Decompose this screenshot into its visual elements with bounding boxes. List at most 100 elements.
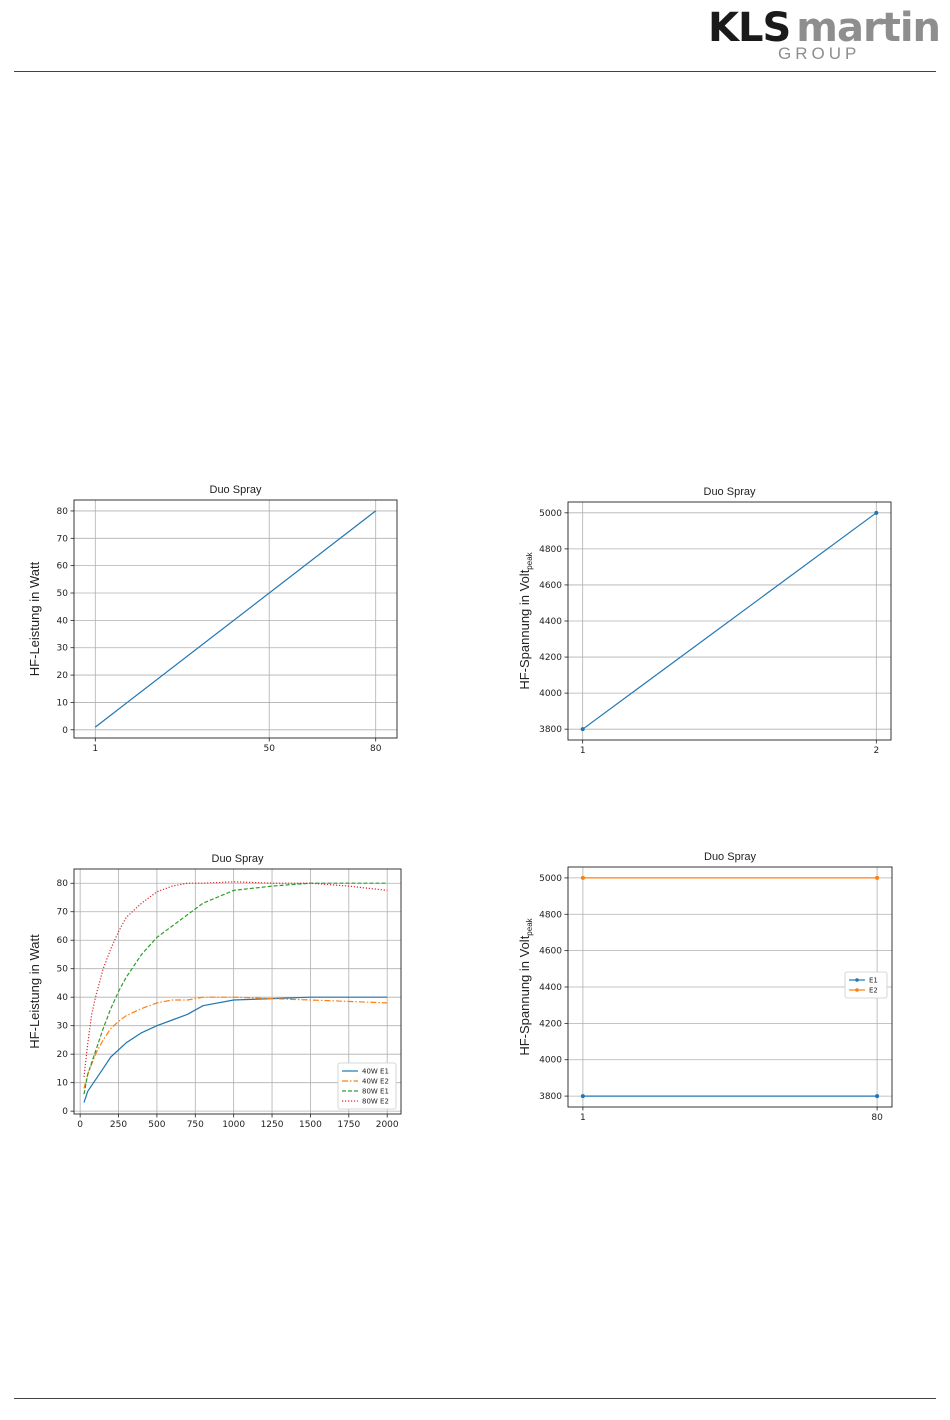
series-point — [580, 727, 585, 732]
company-logo: KLS martin GROUP — [708, 5, 941, 66]
y-tick-label: 4800 — [539, 545, 562, 555]
y-tick-label: 40 — [57, 616, 69, 626]
legend-label: E2 — [869, 987, 878, 995]
y-tick-label: 50 — [57, 965, 69, 975]
series-point — [875, 875, 880, 880]
y-tick-label: 3800 — [539, 725, 562, 735]
chart-svg: Duo Spray 1 80 3800 4000 4200 4400 4600 4800 5000… — [517, 851, 893, 1123]
series-point — [580, 875, 585, 880]
legend-label: E1 — [869, 977, 878, 985]
y-tick-label: 0 — [62, 1107, 68, 1117]
y-tick-label: 20 — [57, 1050, 69, 1060]
legend-marker — [855, 978, 859, 982]
series-line — [94, 510, 377, 728]
chart-svg: Duo Spray 1 2 3800 4000 4200 4400 4600 4800 5000 H… — [517, 486, 892, 756]
legend-marker — [855, 988, 859, 992]
y-axis-label: HF-Leistung in Watt — [27, 561, 42, 676]
series-line-40w-e1 — [83, 996, 388, 1103]
legend-box — [337, 1062, 397, 1110]
y-tick-label: 5000 — [539, 874, 562, 884]
y-tick-label: 5000 — [539, 509, 562, 519]
series-point — [580, 1094, 585, 1099]
y-tick-label: 30 — [57, 644, 69, 654]
x-tick-label: 80 — [871, 1113, 883, 1123]
chart-voltage-linear: Duo Spray 1 2 3800 4000 4200 4400 4600 4800 5000 H… — [512, 483, 897, 763]
y-tick-label: 4800 — [539, 910, 562, 920]
x-tick-label: 250 — [110, 1120, 127, 1130]
y-tick-label: 50 — [57, 589, 69, 599]
y-tick-label: 4600 — [539, 947, 562, 957]
x-tick-label: 1 — [580, 1113, 586, 1123]
logo-martin: martin — [796, 5, 941, 51]
plot-frame — [567, 501, 892, 741]
y-tick-label: 4400 — [539, 983, 562, 993]
x-tick-label: 2000 — [376, 1120, 399, 1130]
y-axis-label-sub: peak — [525, 551, 534, 569]
plot-frame — [567, 866, 893, 1108]
x-tick-label: 1000 — [222, 1120, 245, 1130]
y-tick-label: 4000 — [539, 689, 562, 699]
series-line — [582, 512, 877, 730]
y-axis-label-main: HF-Leistung in Watt — [27, 934, 42, 1049]
y-tick-label: 4600 — [539, 581, 562, 591]
y-axis-label: HF-Leistung in Watt — [27, 934, 42, 1049]
chart-svg: Duo Spray 1 50 80 0 10 20 30 40 50 60 70 80 HF-Leistu… — [27, 484, 398, 754]
y-tick-label: 80 — [57, 879, 69, 889]
y-tick-label: 10 — [57, 1079, 69, 1089]
x-tick-label: 750 — [187, 1120, 204, 1130]
y-axis-label: HF-Spannung in Voltpeak — [517, 917, 534, 1055]
y-tick-label: 60 — [57, 562, 69, 572]
y-axis-label-main: HF-Spannung in Volt — [517, 569, 532, 689]
y-tick-label: 3800 — [539, 1092, 562, 1102]
y-axis-label-sub: peak — [525, 917, 534, 935]
logo-wordmark: KLS martin — [708, 5, 941, 51]
chart-svg: Duo Spray 0 250 500 750 1000 1250 1500 1750 2000 0… — [27, 853, 402, 1130]
legend-label: 40W E2 — [362, 1078, 389, 1086]
chart-voltage-constant: Duo Spray 1 80 3800 4000 4200 4400 4600 4800 5000… — [512, 846, 897, 1126]
y-tick-label: 70 — [57, 908, 69, 918]
series-point — [875, 1094, 880, 1099]
logo-group: GROUP — [778, 44, 861, 63]
legend-label: 80W E2 — [362, 1098, 389, 1106]
series-line-40w-e2 — [83, 996, 388, 1089]
logo-kls: KLS — [708, 5, 791, 51]
chart-power-linear: Duo Spray 1 50 80 0 10 20 30 40 50 60 70 80 HF-Leistu… — [22, 478, 402, 758]
x-tick-label: 50 — [263, 744, 275, 754]
x-tick-label: 1500 — [299, 1120, 322, 1130]
legend-label: 80W E1 — [362, 1088, 389, 1096]
x-tick-label: 80 — [370, 744, 382, 754]
y-axis-label-main: HF-Leistung in Watt — [27, 561, 42, 676]
y-tick-label: 40 — [57, 993, 69, 1003]
x-tick-label: 2 — [873, 746, 879, 756]
x-tick-label: 1750 — [337, 1120, 360, 1130]
y-tick-label: 20 — [57, 671, 69, 681]
x-tick-label: 500 — [148, 1120, 165, 1130]
y-tick-label: 80 — [57, 507, 69, 517]
legend-label: 40W E1 — [362, 1068, 389, 1076]
y-tick-label: 0 — [62, 726, 68, 736]
legend: 40W E1 40W E2 80W E1 80W E2 — [337, 1062, 397, 1110]
y-tick-label: 60 — [57, 936, 69, 946]
footer-rule — [14, 1398, 936, 1399]
series-line-80w-e1 — [83, 882, 388, 1095]
plot-frame — [73, 868, 402, 1115]
y-tick-label: 4400 — [539, 617, 562, 627]
series-line-80w-e2 — [83, 881, 388, 1078]
y-tick-label: 70 — [57, 534, 69, 544]
y-tick-label: 4000 — [539, 1056, 562, 1066]
y-tick-label: 4200 — [539, 653, 562, 663]
chart-title: Duo Spray — [212, 853, 264, 865]
x-tick-label: 1 — [92, 744, 98, 754]
x-tick-label: 1250 — [261, 1120, 284, 1130]
chart-title: Duo Spray — [210, 484, 262, 496]
header-rule — [14, 71, 936, 72]
y-tick-label: 4200 — [539, 1019, 562, 1029]
y-axis-label: HF-Spannung in Voltpeak — [517, 551, 534, 689]
series-point — [874, 510, 879, 515]
x-tick-label: 0 — [77, 1120, 83, 1130]
x-tick-label: 1 — [580, 746, 586, 756]
chart-title: Duo Spray — [704, 486, 756, 498]
legend-box — [844, 971, 888, 999]
chart-title: Duo Spray — [704, 851, 756, 863]
